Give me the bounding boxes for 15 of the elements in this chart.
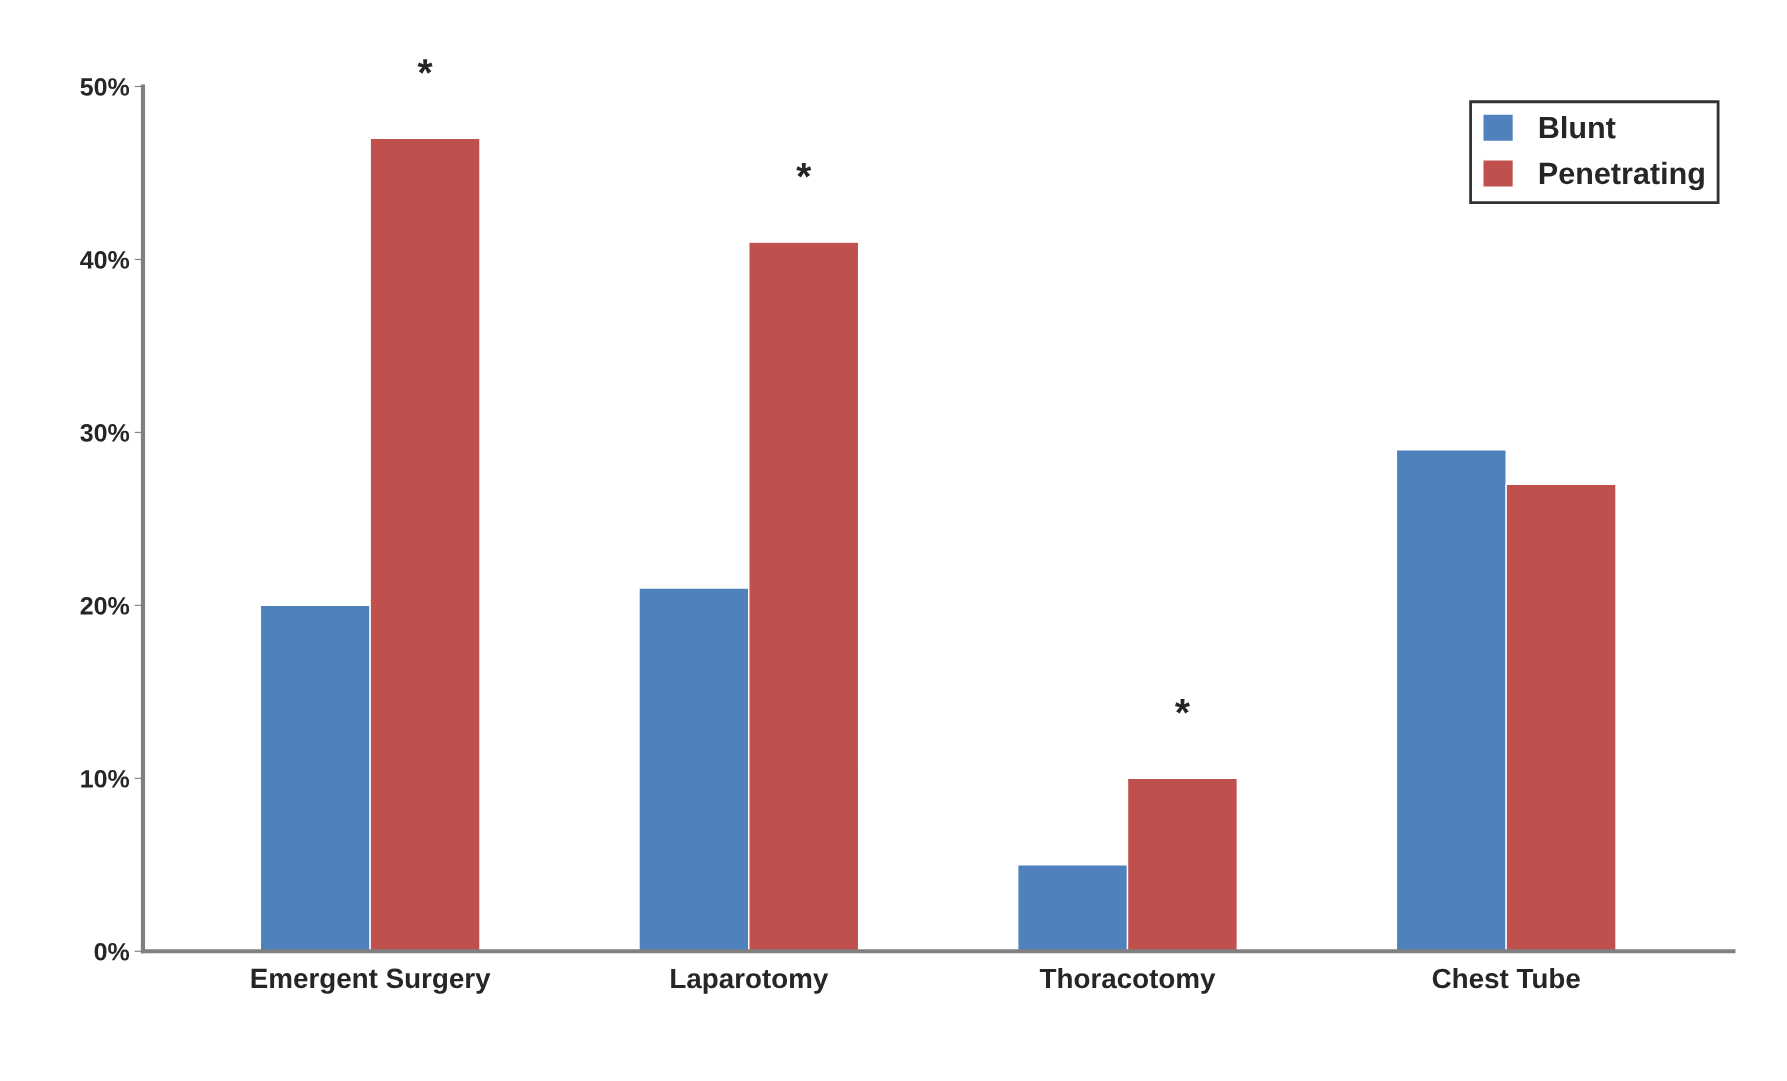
annotation: * [796,162,812,178]
y-tick-label: 10% [81,769,130,788]
y-tick-label: 20% [80,596,130,615]
y-tick-label: 40% [80,251,130,269]
x-tick-label: Thoracotomy [1039,967,1216,994]
x-tick-label: Emergent Surgery [251,968,491,994]
annotation: * [417,59,433,74]
y-tick-label: 30% [80,424,130,442]
x-tick-label: Chest Tube [1432,967,1580,989]
annotation: * [1174,699,1190,714]
y-tick-label: 50% [80,78,130,96]
y-tick-label: 0% [94,942,130,961]
legend-label: Penetrating [1539,161,1704,191]
legend-label: Blunt [1539,115,1616,139]
x-tick-label: Laparotomy [671,968,829,994]
